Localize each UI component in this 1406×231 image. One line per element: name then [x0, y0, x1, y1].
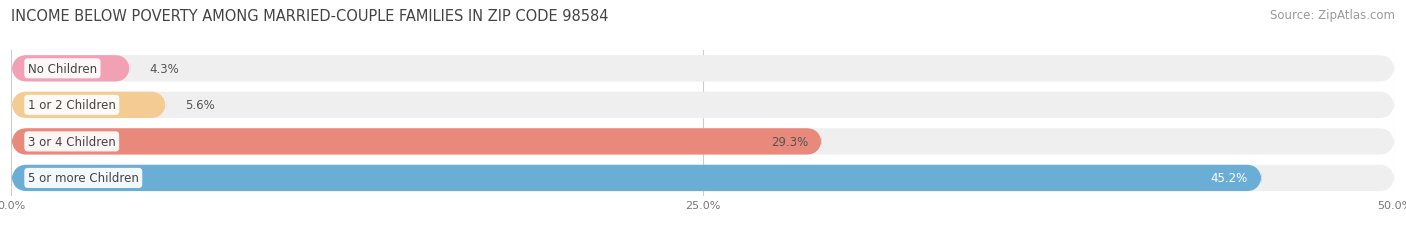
FancyBboxPatch shape	[11, 129, 1395, 155]
FancyBboxPatch shape	[11, 92, 1395, 119]
Text: Source: ZipAtlas.com: Source: ZipAtlas.com	[1270, 9, 1395, 22]
Text: 45.2%: 45.2%	[1211, 172, 1249, 185]
Text: 29.3%: 29.3%	[770, 135, 808, 148]
Text: 1 or 2 Children: 1 or 2 Children	[28, 99, 115, 112]
Text: 3 or 4 Children: 3 or 4 Children	[28, 135, 115, 148]
FancyBboxPatch shape	[11, 165, 1395, 191]
Text: No Children: No Children	[28, 63, 97, 76]
Text: 5 or more Children: 5 or more Children	[28, 172, 139, 185]
FancyBboxPatch shape	[11, 56, 131, 82]
FancyBboxPatch shape	[11, 56, 1395, 82]
FancyBboxPatch shape	[11, 129, 823, 155]
Text: 4.3%: 4.3%	[149, 63, 180, 76]
Text: 5.6%: 5.6%	[186, 99, 215, 112]
Text: INCOME BELOW POVERTY AMONG MARRIED-COUPLE FAMILIES IN ZIP CODE 98584: INCOME BELOW POVERTY AMONG MARRIED-COUPL…	[11, 9, 609, 24]
FancyBboxPatch shape	[11, 92, 166, 119]
FancyBboxPatch shape	[11, 165, 1263, 191]
